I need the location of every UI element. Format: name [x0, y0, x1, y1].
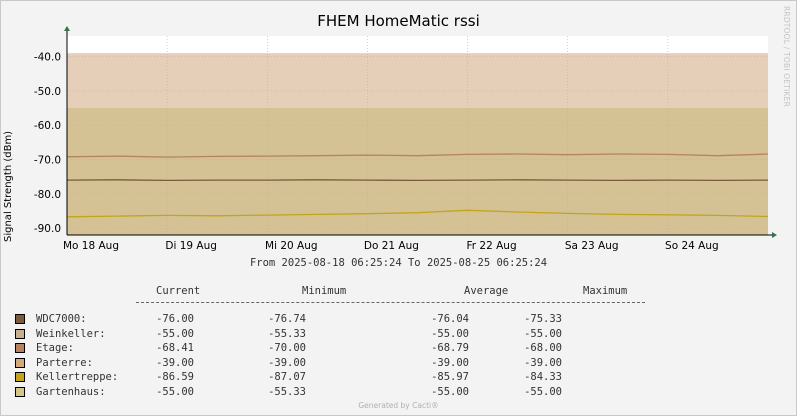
legend-header-minimum: Minimum	[302, 285, 347, 297]
x-axis-arrow	[772, 232, 777, 238]
legend-value-maximum: -75.33	[524, 313, 562, 325]
legend-value-current: -55.00	[156, 385, 194, 398]
legend-header-average: Average	[464, 285, 509, 297]
x-tick-label: Do 21 Aug	[364, 240, 419, 252]
legend-value-maximum: -55.00	[524, 385, 562, 398]
legend-value-minimum: -87.07	[268, 371, 306, 383]
x-tick-label: Sa 23 Aug	[565, 240, 619, 252]
series-line-kellertreppe	[66, 209, 769, 218]
legend-divider	[136, 302, 645, 303]
legend-value-current: -76.00	[156, 313, 194, 325]
legend-value-maximum: -39.00	[524, 356, 562, 369]
legend-value-current: -86.59	[156, 371, 194, 383]
y-tick-label: -70.0	[34, 155, 61, 167]
chart-title: FHEM HomeMatic rssi	[317, 12, 480, 30]
rrdtool-credit: RRDTOOL / TOBI OETIKER	[782, 6, 791, 107]
legend-value-average: -85.97	[431, 371, 469, 383]
legend-series-name: Weinkeller:	[36, 327, 106, 340]
series-line-etage	[66, 153, 769, 158]
x-tick-label: So 24 Aug	[665, 240, 719, 252]
legend-series-name: WDC7000:	[36, 313, 87, 325]
x-tick-label: Mi 20 Aug	[265, 240, 318, 252]
legend-value-average: -76.04	[431, 313, 469, 325]
area-gartenhaus	[67, 108, 768, 235]
legend-value-average: -55.00	[431, 385, 469, 398]
cacti-footer: Generated by Cacti®	[358, 401, 439, 410]
x-tick-label: Di 19 Aug	[165, 240, 217, 252]
time-range: From 2025-08-18 06:25:24 To 2025-08-25 0…	[249, 257, 548, 269]
legend-value-current: -68.41	[156, 342, 194, 354]
legend-value-maximum: -55.00	[524, 327, 562, 340]
series-line-wdc	[66, 179, 769, 182]
legend-value-average: -55.00	[431, 327, 469, 340]
legend-value-minimum: -39.00	[268, 356, 306, 369]
legend-swatch	[15, 372, 25, 382]
legend-value-minimum: -55.33	[268, 385, 306, 398]
legend-value-maximum: -84.33	[524, 371, 562, 383]
legend-value-current: -39.00	[156, 356, 194, 369]
legend-series-name: Etage:	[36, 342, 74, 354]
y-tick-label: -90.0	[34, 223, 61, 235]
legend-swatch	[15, 328, 25, 339]
legend-value-average: -39.00	[431, 356, 469, 369]
legend-value-average: -68.79	[431, 342, 469, 354]
legend-header-current: Current	[156, 285, 201, 297]
y-axis-arrow	[64, 26, 70, 31]
y-tick-label: -50.0	[34, 86, 61, 98]
y-tick-label: -60.0	[34, 120, 61, 132]
legend-header-maximum: Maximum	[583, 285, 628, 297]
legend-swatch	[15, 343, 25, 353]
x-tick-label: Fr 22 Aug	[467, 240, 517, 252]
legend-series-name: Gartenhaus:	[36, 385, 106, 398]
legend-value-minimum: -70.00	[268, 342, 306, 354]
legend-series-name: Kellertreppe:	[36, 371, 119, 383]
legend-series-name: Parterre:	[36, 356, 93, 369]
legend-swatch	[15, 386, 25, 397]
legend-value-maximum: -68.00	[524, 342, 562, 354]
legend-value-minimum: -55.33	[268, 327, 306, 340]
legend-value-minimum: -76.74	[268, 313, 306, 325]
x-tick-label: Mo 18 Aug	[63, 240, 119, 252]
legend-value-current: -55.00	[156, 327, 194, 340]
legend-swatch	[15, 314, 25, 324]
y-tick-label: -80.0	[34, 189, 61, 201]
y-tick-label: -40.0	[34, 52, 61, 64]
legend-swatch	[15, 357, 25, 368]
